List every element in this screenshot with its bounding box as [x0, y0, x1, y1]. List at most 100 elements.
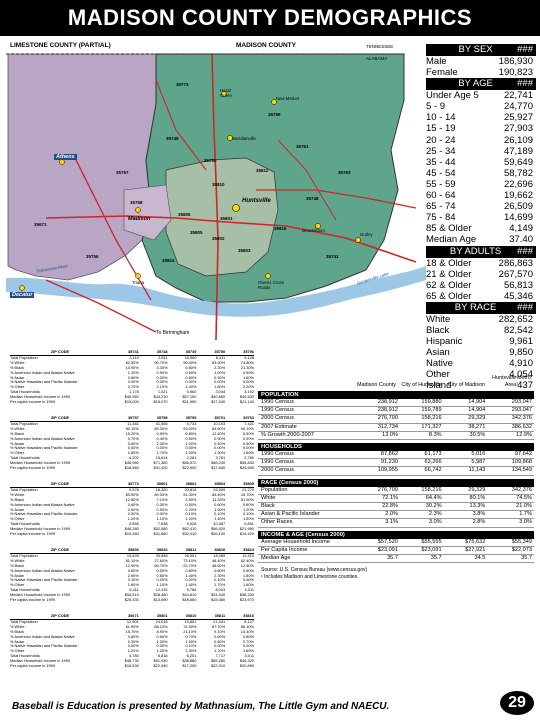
map-zip-label: 35806 [178, 212, 191, 217]
table-cell: 89.00% [154, 491, 168, 497]
table-cell: 83.90% [125, 491, 139, 497]
table-cell: 0.00% [242, 445, 254, 451]
map-zip-label: 35805 [190, 230, 203, 235]
table-row: Median Household Income in 1999 $46,980 $7… [10, 460, 254, 466]
stat-row: 65 - 74 26,509 [426, 201, 533, 213]
table-cell: 4,780 [129, 653, 139, 659]
row-label: Per capita income in 1999 [10, 598, 55, 603]
table-cell: 3,761 [215, 455, 226, 461]
table-cell: 1.40% [185, 384, 197, 390]
table-cell: 1.20% [156, 648, 168, 654]
table-cell: 0.30% [214, 374, 226, 380]
sex-header: BY SEX ### [426, 44, 536, 56]
map-zip-label: 35802 [212, 236, 225, 241]
table-cell: 11,419 [242, 552, 254, 558]
table-cell: $52,580 [153, 526, 168, 532]
row-label: Total Households [10, 654, 40, 659]
table-cell: 33,848 [155, 552, 168, 558]
table-cell: 3.30% [156, 364, 168, 370]
table-cell: 1.40% [185, 582, 197, 588]
table-cell: 1.30% [185, 648, 197, 654]
table-cell: 3.1% [385, 519, 398, 526]
stat-row: 21 & Older 267,570 [426, 268, 533, 280]
table-cell: 238,912 [377, 407, 398, 414]
table-cell: 1.50% [242, 516, 254, 522]
table-row: Asian & Pacific Islander 2.0% 2.3% 3.8% 1.7% [258, 511, 534, 520]
table-cell: 10.40% [240, 628, 254, 634]
row-label: 1990 Census [261, 459, 294, 466]
map-zip-label: 35761 [296, 144, 309, 149]
stat-row: 62 & Older 56,813 [426, 279, 533, 291]
zip-column-header: 35741 [127, 349, 139, 354]
table-cell: 312,734 [377, 423, 398, 430]
table-cell: 22.8% [382, 503, 398, 510]
road-to-birmingham [45, 279, 157, 333]
table-row: Total Population 12,901 24,016 15,851 21,041… [10, 618, 254, 625]
table-row: % Black 15.70% 8.90% 21.10% 9.10% 10.40% [10, 628, 254, 635]
tennessee-river [6, 266, 426, 317]
table-cell: 7,717 [215, 653, 226, 659]
table-cell: $58,200 [239, 592, 254, 598]
zip-column-header: 35763 [243, 415, 254, 420]
table-cell: 0.00% [127, 643, 139, 649]
section-header: HOUSEHOLDS [258, 443, 534, 452]
zip-column-header: 35773 [127, 481, 139, 486]
table-cell: 27.60% [154, 557, 168, 563]
table-cell: 3,110 [129, 354, 139, 360]
stat-row: 55 - 59 22,696 [426, 178, 533, 190]
table-cell: 26,551 [184, 552, 197, 558]
stat-row: Native 4,910 [426, 358, 533, 370]
table-cell: 0.00% [127, 379, 139, 385]
table-cell: $31,040 [211, 592, 226, 598]
road-72 [45, 215, 417, 263]
row-label: Per capita income in 1999 [10, 466, 55, 471]
table-cell: 14,904 [468, 399, 486, 405]
table-cell: 21,270 [242, 486, 254, 492]
table-cell: $23,970 [239, 597, 254, 603]
stat-row: Asian 9,850 [426, 347, 533, 359]
table-cell: 88.10% [154, 623, 168, 629]
row-label: 2007 Estimate [261, 423, 297, 430]
zip-table-header: ZIP CODE 35757 35758 35759 35761 35763 [10, 415, 254, 422]
row-label: Total Households [10, 390, 40, 395]
table-cell: 2.3% [428, 511, 442, 518]
zip-column-header: 35802 [185, 481, 197, 486]
table-cell: 0.00% [185, 379, 197, 385]
table-cell: 0.80% [156, 572, 168, 578]
table-cell: 22.70% [183, 562, 197, 568]
table-cell: 1.20% [127, 516, 139, 522]
stat-row: 65 & Older 45,346 [426, 290, 533, 302]
table-cell: $18,070 [153, 399, 168, 405]
road-i565-west [75, 159, 152, 301]
column-header: City of Madison [447, 381, 486, 388]
table-cell: 5,016 [471, 451, 486, 458]
table-cell: 12,901 [126, 618, 139, 624]
table-cell: $23,091 [377, 546, 398, 553]
table-cell: 3,192 [244, 389, 254, 395]
table-cell: $31,420 [153, 465, 168, 471]
table-cell: 15.70% [125, 628, 139, 634]
row-label: 1990 Census [261, 451, 294, 458]
table-cell: 2.0% [385, 511, 398, 518]
table-cell: 11.30% [212, 496, 226, 502]
source-note: Source: U.S. Census Bureau (www.census.g… [261, 567, 368, 574]
row-label: % White [10, 360, 25, 365]
map-tennessee-label: TENNESSEE [366, 44, 394, 49]
table-cell: $44,610 [182, 592, 197, 598]
table-row: % Native Hawaiian and Pacific Islander 0.… [10, 446, 254, 451]
road-72-east [256, 189, 417, 209]
table-cell: 238,912 [377, 399, 398, 405]
table-row: % White 81.10% 27.60% 73.10% 48.40% 82.40% [10, 557, 254, 564]
zip-table-header: ZIP CODE 35806 35810 35811 35816 35824 [10, 547, 254, 554]
zip-column-header: 35759 [185, 415, 197, 420]
page-title: MADISON COUNTY DEMOGRAPHICS [0, 0, 540, 36]
table-cell: $55,280 [211, 658, 226, 664]
table-cell: 5.90% [156, 430, 168, 436]
table-cell: 0.90% [242, 435, 254, 441]
table-cell: 6.80% [185, 430, 197, 436]
row-label: % American Indian and Alaska Native [10, 370, 75, 375]
map-zip-label: 35750 [204, 158, 217, 163]
map-zip-label: 35803 [238, 248, 251, 253]
row-label: Average Household Income [261, 538, 330, 545]
table-row: Median Household Income in 1999 $46,730 $5… [10, 658, 254, 664]
